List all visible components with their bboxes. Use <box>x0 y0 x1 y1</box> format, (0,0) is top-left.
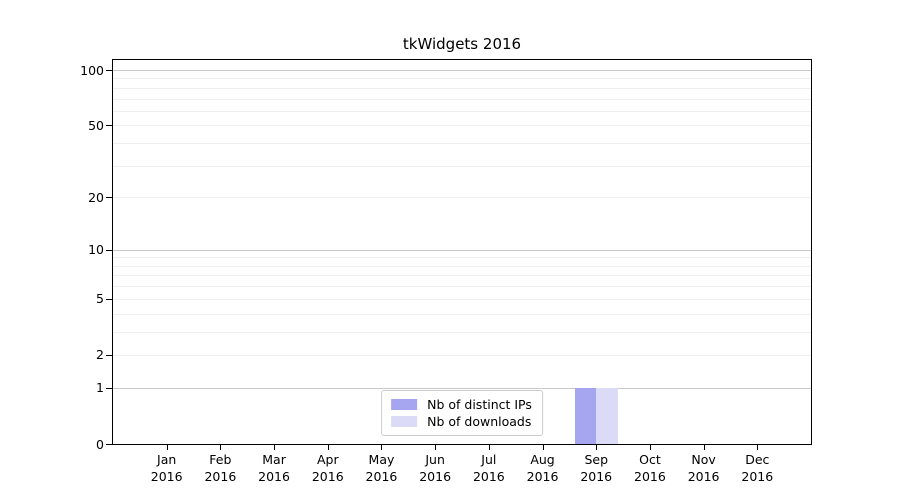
x-tick-label-line: 2016 <box>580 469 613 484</box>
legend-item-distinct-ips: Nb of distinct IPs <box>391 396 532 412</box>
gridline-major <box>113 249 811 251</box>
gridline-minor <box>113 110 811 112</box>
y-tick-label: 0 <box>96 436 104 452</box>
x-tick-label: Sep 2016 <box>564 451 628 485</box>
x-tick-label-line: 2016 <box>634 469 666 484</box>
y-tick-mark <box>106 354 112 356</box>
x-tick-mark <box>596 445 598 450</box>
gridline-minor <box>113 354 811 356</box>
x-tick-label-line: 2016 <box>526 469 559 484</box>
gridline-minor <box>113 265 811 267</box>
x-tick-label-line: 2016 <box>419 469 452 484</box>
y-tick-label: 5 <box>96 291 104 307</box>
y-tick-mark <box>106 387 112 389</box>
x-tick-label: Dec 2016 <box>725 451 789 485</box>
plot-area: Nb of distinct IPs Nb of downloads <box>112 59 812 445</box>
gridline-minor <box>113 98 811 100</box>
x-tick-label-line: 2016 <box>741 469 774 484</box>
x-tick-label: May 2016 <box>349 451 413 485</box>
gridline-minor <box>113 125 811 127</box>
x-tick-mark <box>435 445 437 450</box>
x-tick-label: Apr 2016 <box>296 451 360 485</box>
gridline-minor <box>113 197 811 199</box>
legend: Nb of distinct IPs Nb of downloads <box>381 390 543 436</box>
x-tick-label: Jan 2016 <box>135 451 199 485</box>
gridline-minor <box>113 286 811 288</box>
y-tick-label: 10 <box>88 242 104 258</box>
gridline-minor <box>113 257 811 259</box>
legend-label-distinct-ips: Nb of distinct IPs <box>427 396 532 412</box>
x-tick-label-line: 2016 <box>365 469 398 484</box>
x-tick-mark <box>166 445 168 450</box>
x-tick-label-line: Mar <box>262 452 286 467</box>
y-tick-mark <box>106 125 112 127</box>
x-tick-label: Feb 2016 <box>188 451 252 485</box>
gridline-minor <box>113 313 811 315</box>
bar-downloads <box>596 387 618 444</box>
legend-label-downloads: Nb of downloads <box>427 413 532 429</box>
x-tick-label-line: 2016 <box>687 469 720 484</box>
x-tick-mark <box>220 445 222 450</box>
gridline-minor <box>113 331 811 333</box>
x-tick-label: Aug 2016 <box>511 451 575 485</box>
x-tick-label-line: Jul <box>481 452 497 467</box>
x-tick-mark <box>327 445 329 450</box>
gridline-major <box>113 70 811 72</box>
legend-item-downloads: Nb of downloads <box>391 413 532 429</box>
x-tick-mark <box>649 445 651 450</box>
gridline-minor <box>113 143 811 145</box>
y-tick-mark <box>106 70 112 72</box>
x-tick-label-line: Jan <box>157 452 177 467</box>
x-tick-mark <box>703 445 705 450</box>
y-tick-label: 50 <box>88 117 104 133</box>
chart-title: tkWidgets 2016 <box>402 35 522 53</box>
x-tick-label-line: 2016 <box>150 469 183 484</box>
x-tick-label: Jul 2016 <box>457 451 521 485</box>
y-tick-label: 2 <box>96 347 104 363</box>
x-tick-label: Mar 2016 <box>242 451 306 485</box>
x-tick-label-line: Feb <box>209 452 232 467</box>
x-tick-label: Jun 2016 <box>403 451 467 485</box>
x-tick-label-line: Oct <box>639 452 661 467</box>
gridline-minor <box>113 78 811 80</box>
x-tick-label-line: Jun <box>425 452 445 467</box>
x-tick-label-line: Sep <box>584 452 608 467</box>
x-tick-label: Oct 2016 <box>618 451 682 485</box>
x-tick-mark <box>542 445 544 450</box>
gridline-major <box>113 387 811 389</box>
y-tick-mark <box>106 444 112 445</box>
x-tick-mark <box>488 445 490 450</box>
x-tick-label-line: 2016 <box>258 469 290 484</box>
y-tick-mark <box>106 298 112 300</box>
x-tick-mark <box>274 445 276 450</box>
x-tick-label: Nov 2016 <box>672 451 736 485</box>
gridline-minor <box>113 275 811 277</box>
x-tick-mark <box>757 445 759 450</box>
bar-distinct-ips <box>574 387 597 444</box>
y-tick-label: 1 <box>96 380 104 396</box>
x-tick-label-line: Dec <box>745 452 770 467</box>
x-tick-label-line: Aug <box>530 452 555 467</box>
gridline-minor <box>113 87 811 89</box>
x-tick-label-line: 2016 <box>311 469 344 484</box>
gridline-minor <box>113 165 811 167</box>
y-tick-mark <box>106 249 112 251</box>
legend-swatch-distinct-ips <box>391 398 418 410</box>
x-tick-label-line: May <box>368 452 395 467</box>
y-tick-label: 20 <box>88 189 104 205</box>
x-tick-label-line: Nov <box>691 452 716 467</box>
gridline-minor <box>113 298 811 300</box>
x-tick-mark <box>381 445 383 450</box>
x-tick-label-line: 2016 <box>472 469 505 484</box>
x-tick-label-line: Apr <box>316 452 339 467</box>
legend-swatch-downloads <box>391 415 418 427</box>
y-tick-label: 100 <box>80 62 104 78</box>
y-tick-mark <box>106 197 112 199</box>
x-tick-label-line: 2016 <box>204 469 237 484</box>
